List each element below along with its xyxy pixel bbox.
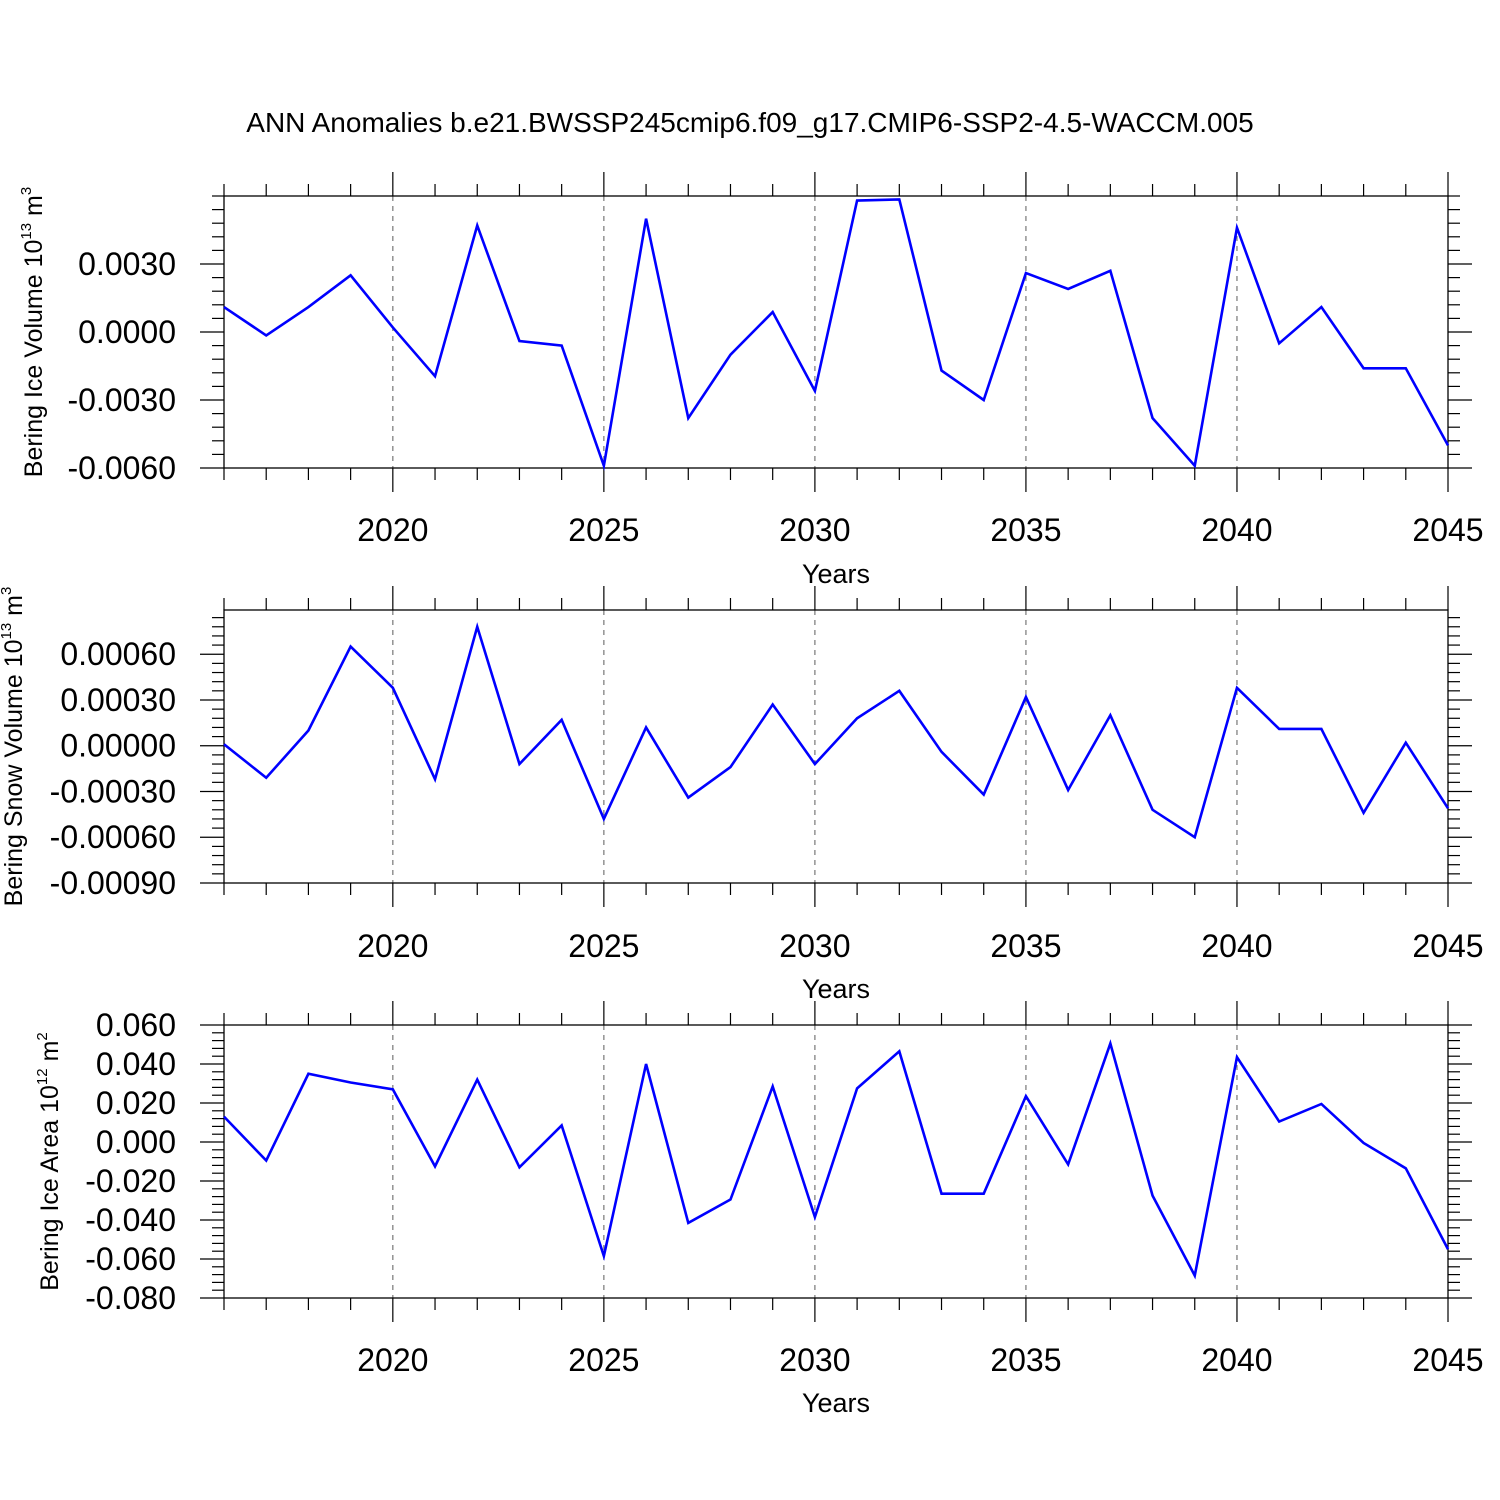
y-tick-label: -0.00060 bbox=[50, 819, 176, 855]
x-tick-label: 2030 bbox=[779, 1342, 850, 1378]
y-tick-label: 0.040 bbox=[96, 1046, 176, 1082]
x-tick-label: 2045 bbox=[1412, 928, 1483, 964]
y-tick-label: -0.060 bbox=[85, 1241, 176, 1277]
y-tick-label: 0.00060 bbox=[60, 636, 176, 672]
figure-title: ANN Anomalies b.e21.BWSSP245cmip6.f09_g1… bbox=[246, 107, 1253, 138]
y-tick-label: 0.0030 bbox=[78, 246, 176, 282]
x-tick-label: 2030 bbox=[779, 512, 850, 548]
y-tick-label: 0.00000 bbox=[60, 728, 176, 764]
x-tick-label: 2025 bbox=[568, 1342, 639, 1378]
y-tick-label: -0.040 bbox=[85, 1202, 176, 1238]
x-axis-label: Years bbox=[802, 1388, 870, 1418]
y-axis-label-unit-sup: 2 bbox=[34, 1032, 51, 1040]
x-tick-label: 2045 bbox=[1412, 1342, 1483, 1378]
plot-frame bbox=[223, 1024, 1449, 1299]
y-axis-label-unit-sup: 3 bbox=[0, 587, 15, 595]
y-axis-label: Bering Snow Volume 1013 m3 bbox=[0, 587, 28, 907]
chart-panel-3: 2020 2025 2030 2035 2040 2045 0.0600.0400.0200… bbox=[34, 1001, 1484, 1418]
y-axis-label-text: Bering Ice Volume 10 bbox=[20, 240, 48, 478]
y-tick-label: 0.020 bbox=[96, 1085, 176, 1121]
series-line bbox=[223, 1039, 1450, 1280]
y-axis-label-sup: 12 bbox=[34, 1068, 51, 1085]
x-tick-label: 2025 bbox=[568, 512, 639, 548]
x-tick-label: 2040 bbox=[1201, 928, 1272, 964]
y-axis-label-text: Bering Snow Volume 10 bbox=[0, 639, 28, 906]
y-tick-label: 0.060 bbox=[96, 1007, 176, 1043]
y-axis-label-text: Bering Ice Area 10 bbox=[36, 1085, 64, 1291]
y-tick-label: -0.0060 bbox=[67, 450, 176, 486]
x-axis-label: Years bbox=[802, 559, 870, 589]
y-tick-label: 0.00030 bbox=[60, 682, 176, 718]
x-tick-label: 2025 bbox=[568, 928, 639, 964]
x-tick-label: 2035 bbox=[990, 512, 1061, 548]
x-tick-label: 2030 bbox=[779, 928, 850, 964]
y-axis-label-sup: 13 bbox=[0, 623, 15, 640]
x-tick-label: 2020 bbox=[357, 1342, 428, 1378]
y-tick-label: -0.00030 bbox=[50, 773, 176, 809]
chart-panel-1: 2020 2025 2030 2035 2040 2045 0.0030 0.0000 -0.0… bbox=[18, 172, 1484, 589]
y-axis-label-unit: m bbox=[36, 1041, 64, 1069]
y-tick-label: 0.0000 bbox=[78, 314, 176, 350]
x-tick-label: 2035 bbox=[990, 928, 1061, 964]
y-tick-label: -0.0030 bbox=[67, 382, 176, 418]
x-tick-label: 2035 bbox=[990, 1342, 1061, 1378]
y-axis-label-sup: 13 bbox=[18, 223, 35, 240]
chart-panel-2: 2020 2025 2030 2035 2040 2045 0.00060 0.00030 0.… bbox=[0, 586, 1484, 1004]
x-tick-label: 2045 bbox=[1412, 512, 1483, 548]
y-tick-label: -0.080 bbox=[85, 1280, 176, 1316]
x-tick-label: 2040 bbox=[1201, 1342, 1272, 1378]
y-axis-label-unit-sup: 3 bbox=[18, 187, 35, 195]
series-line bbox=[223, 198, 1450, 471]
x-tick-label: 2020 bbox=[357, 928, 428, 964]
y-tick-label: -0.020 bbox=[85, 1163, 176, 1199]
x-tick-label: 2020 bbox=[357, 512, 428, 548]
y-axis-label-unit: m bbox=[0, 595, 28, 623]
x-tick-label: 2040 bbox=[1201, 512, 1272, 548]
series-line bbox=[223, 622, 1450, 840]
y-axis-label-unit: m bbox=[20, 195, 48, 223]
chart-panels: 2020 2025 2030 2035 2040 2045 0.0030 0.0000 -0.0… bbox=[0, 172, 1484, 1418]
y-axis-label: Bering Ice Volume 1013 m3 bbox=[18, 187, 48, 477]
y-tick-label: 0.000 bbox=[96, 1124, 176, 1160]
plot-frame bbox=[223, 195, 1449, 469]
plot-frame bbox=[223, 609, 1449, 884]
y-tick-label: -0.00090 bbox=[50, 865, 176, 901]
y-axis-label: Bering Ice Area 1012 m2 bbox=[34, 1032, 64, 1291]
x-axis-label: Years bbox=[802, 974, 870, 1004]
